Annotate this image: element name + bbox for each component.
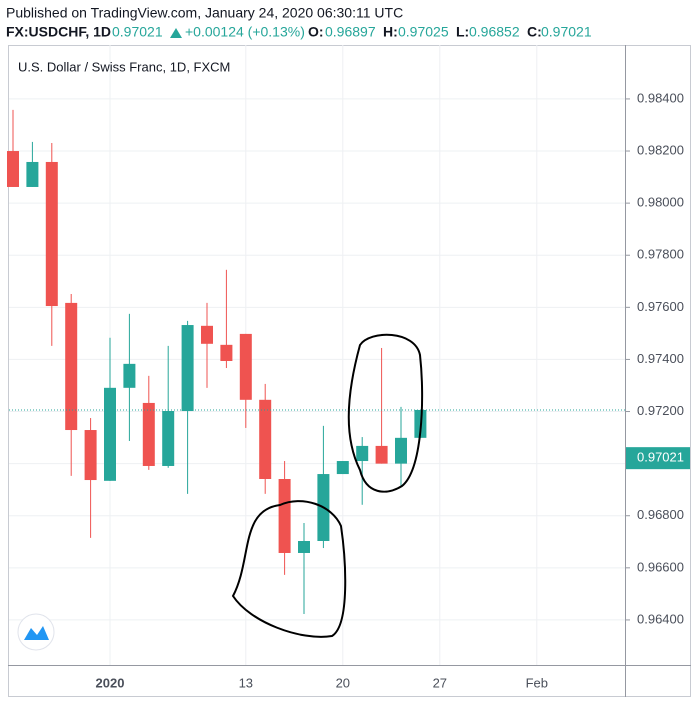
candle-body bbox=[7, 151, 19, 187]
logo[interactable] bbox=[17, 613, 55, 651]
close: 0.97021 bbox=[541, 24, 592, 40]
x-tick-label: 2020 bbox=[96, 675, 125, 690]
candle-body bbox=[220, 344, 233, 361]
candle-body bbox=[123, 363, 136, 388]
y-tick-label: 0.98200 bbox=[637, 142, 684, 157]
candle-body bbox=[45, 161, 58, 307]
hand-drawn-circle bbox=[347, 333, 424, 493]
hand-drawn-circle bbox=[231, 500, 347, 638]
y-tick-label: 0.96600 bbox=[637, 559, 684, 574]
panel-border bbox=[8, 45, 691, 697]
x-tick-label: 13 bbox=[239, 675, 253, 690]
price: 0.97021 bbox=[112, 24, 163, 40]
x-tick-label: Feb bbox=[526, 675, 548, 690]
candle-body bbox=[142, 402, 155, 466]
open-label: O: bbox=[308, 24, 324, 40]
candle-body bbox=[259, 399, 272, 479]
y-tick-label: 0.98400 bbox=[637, 90, 684, 105]
y-tick-label: 0.97600 bbox=[637, 299, 684, 314]
candle-body bbox=[298, 541, 310, 553]
candle-body bbox=[278, 479, 291, 553]
candle-body bbox=[336, 461, 349, 475]
symbol: FX:USDCHF, 1D bbox=[6, 24, 111, 40]
y-tick-label: 0.97200 bbox=[637, 403, 684, 418]
candle-body bbox=[201, 325, 213, 344]
candle-body bbox=[84, 430, 97, 481]
candle-body bbox=[375, 445, 388, 464]
high-label: H: bbox=[383, 24, 398, 40]
open: 0.96897 bbox=[325, 24, 376, 40]
candle-body bbox=[104, 387, 116, 481]
candle-body bbox=[356, 445, 369, 462]
y-tick-label: 0.97800 bbox=[637, 247, 684, 262]
candle-body bbox=[162, 411, 175, 466]
last-price-label: 0.97021 bbox=[637, 450, 684, 465]
y-tick-label: 0.98000 bbox=[637, 195, 684, 210]
x-tick-label: 27 bbox=[433, 675, 447, 690]
close-label: C: bbox=[527, 24, 542, 40]
last-price-box bbox=[626, 447, 690, 470]
y-tick-label: 0.96800 bbox=[637, 507, 684, 522]
up-arrow bbox=[170, 28, 182, 38]
change: +0.00124 (+0.13%) bbox=[185, 24, 305, 40]
chart-title: U.S. Dollar / Swiss Franc, 1D, FXCM bbox=[18, 59, 230, 74]
y-tick-label: 0.96400 bbox=[637, 611, 684, 626]
high: 0.97025 bbox=[398, 24, 449, 40]
candle-body bbox=[65, 302, 78, 431]
x-tick-label: 20 bbox=[336, 675, 350, 690]
low-label: L: bbox=[456, 24, 469, 40]
candle-body bbox=[26, 161, 39, 187]
candle-body bbox=[239, 333, 252, 400]
y-tick-label: 0.97400 bbox=[637, 351, 684, 366]
candle-body bbox=[395, 437, 407, 464]
candle-body bbox=[181, 325, 194, 412]
low: 0.96852 bbox=[469, 24, 520, 40]
published-line: Published on TradingView.com, January 24… bbox=[6, 5, 403, 21]
ohlc-line: FX:USDCHF, 1D 0.97021 +0.00124 (+0.13%) … bbox=[6, 24, 592, 40]
